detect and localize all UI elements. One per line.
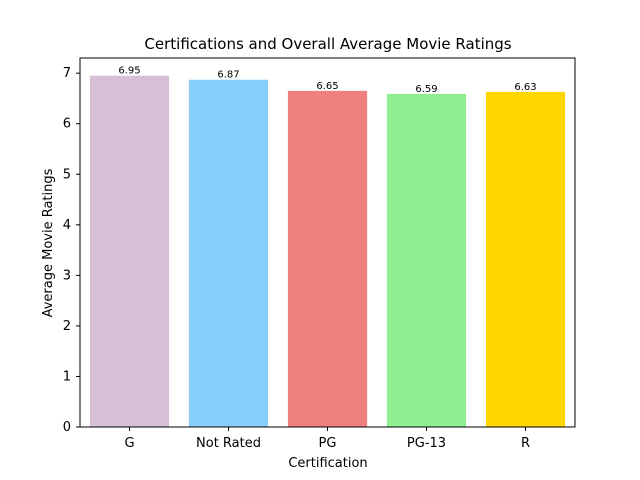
bar-value-label: 6.95 (118, 66, 140, 77)
x-tick-label: PG-13 (407, 436, 446, 451)
bar-r (485, 91, 566, 427)
ticks-layer: G Not Rated PG PG-13 R 0 1 2 3 4 5 6 7 (63, 66, 530, 451)
y-tick-label: 6 (63, 117, 71, 132)
x-tick-label: PG (319, 436, 337, 451)
bars-layer (89, 75, 566, 428)
bar-value-label: 6.63 (514, 82, 536, 93)
bar-not-rated (188, 79, 269, 427)
bar-pg (287, 90, 368, 427)
x-tick-label: Not Rated (196, 436, 261, 451)
y-axis-label: Average Movie Ratings (41, 168, 56, 317)
x-axis-label: Certification (288, 456, 367, 471)
bar-value-label: 6.87 (217, 70, 239, 81)
chart-title: Certifications and Overall Average Movie… (144, 35, 511, 53)
y-tick-label: 1 (63, 369, 71, 384)
y-tick-label: 5 (63, 167, 71, 182)
y-tick-label: 7 (63, 66, 71, 81)
y-tick-label: 2 (63, 319, 71, 334)
bar-g (89, 75, 170, 428)
y-tick-label: 0 (63, 420, 71, 435)
x-tick-label: G (124, 436, 134, 451)
y-tick-label: 3 (63, 268, 71, 283)
bar-labels-layer: 6.95 6.87 6.65 6.59 6.63 (118, 66, 536, 95)
bar-value-label: 6.59 (415, 84, 437, 95)
y-tick-label: 4 (63, 218, 71, 233)
bar-pg-13 (386, 93, 467, 427)
bar-value-label: 6.65 (316, 81, 338, 92)
x-tick-label: R (521, 436, 530, 451)
